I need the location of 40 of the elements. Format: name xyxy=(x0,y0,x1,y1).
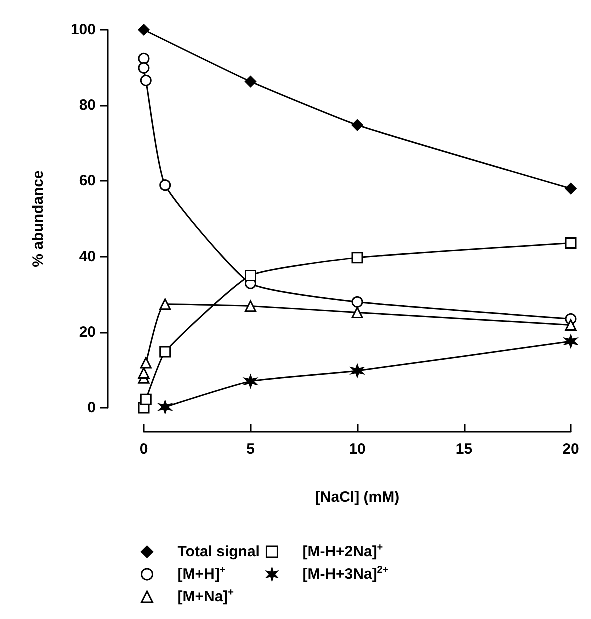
point xyxy=(138,62,150,74)
point xyxy=(245,300,256,312)
point xyxy=(159,400,172,414)
point xyxy=(160,180,172,192)
legend-label: [M+H]+ xyxy=(178,565,226,583)
point xyxy=(564,335,578,348)
point xyxy=(565,237,577,249)
point xyxy=(160,346,172,358)
point xyxy=(352,296,364,308)
point xyxy=(138,24,150,36)
point xyxy=(352,252,364,264)
point xyxy=(565,183,577,195)
point xyxy=(352,120,364,132)
y-tick-label: 100 xyxy=(70,22,96,38)
point xyxy=(352,306,364,318)
x-axis-title: [NaCl] (mM) xyxy=(315,489,400,506)
legend-label: Total signal xyxy=(178,544,260,560)
point xyxy=(140,394,152,406)
x-tick-label: 15 xyxy=(456,441,473,458)
y-tick-label: 0 xyxy=(88,400,96,416)
legend-label: [M+Na]+ xyxy=(178,588,234,606)
point xyxy=(138,52,150,64)
y-tick-label: 20 xyxy=(79,324,96,341)
x-tick-label: 20 xyxy=(562,441,580,458)
x-tick-label: 5 xyxy=(246,441,255,458)
point xyxy=(140,357,152,369)
point xyxy=(138,367,150,379)
legend-label: [M-H+2Na]+ xyxy=(302,542,384,560)
point xyxy=(245,270,256,282)
y-tick-label: 60 xyxy=(79,172,96,190)
y-tick-label: 40 xyxy=(79,248,96,266)
point xyxy=(565,319,577,331)
point xyxy=(140,74,152,86)
x-tick-label: 10 xyxy=(349,441,366,458)
point xyxy=(245,76,256,88)
y-tick-label: 80 xyxy=(79,97,96,114)
y-axis-title: % abundance xyxy=(30,170,47,268)
point xyxy=(160,298,172,310)
x-tick-label: 0 xyxy=(140,441,148,458)
point xyxy=(351,364,364,378)
